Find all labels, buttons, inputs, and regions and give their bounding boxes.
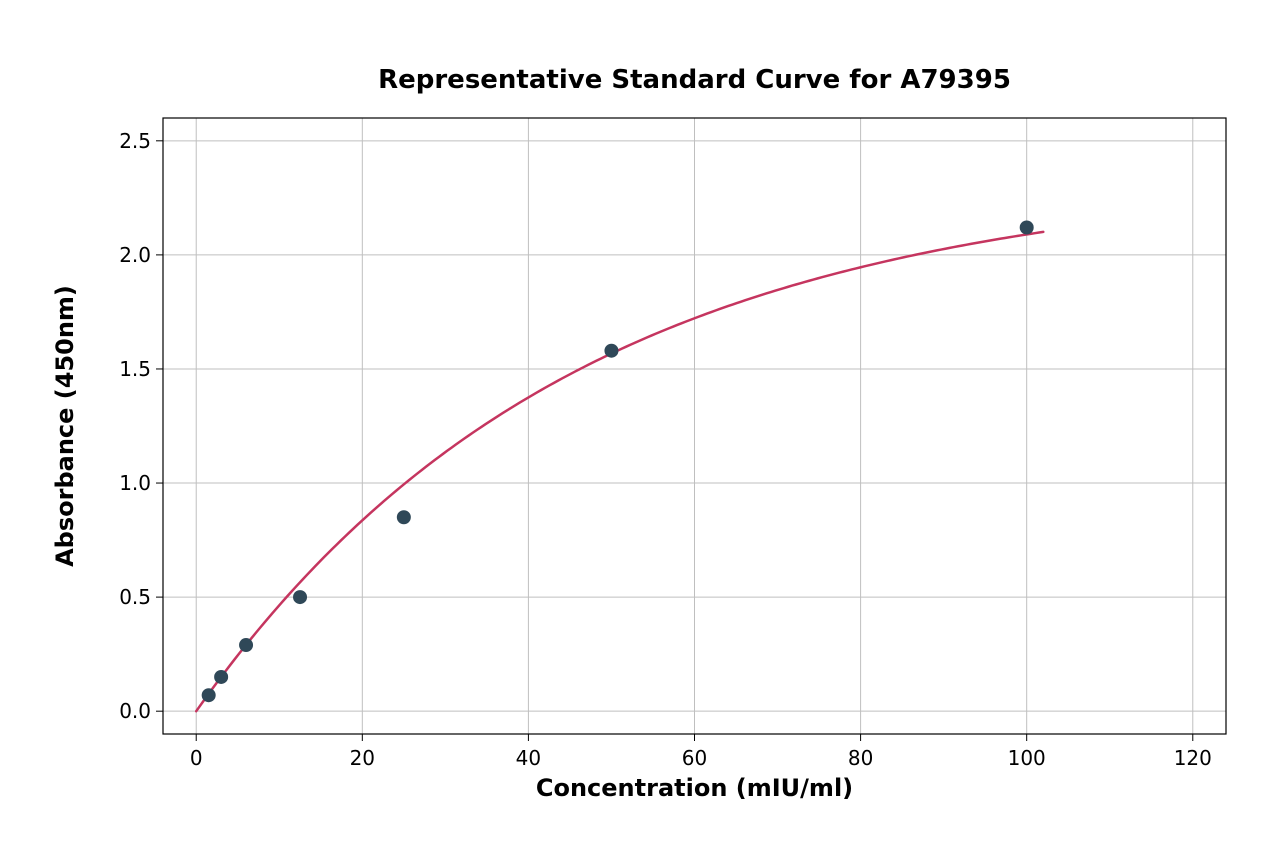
x-tick-label: 20 [350, 746, 375, 770]
data-point [214, 670, 228, 684]
data-point [1020, 221, 1034, 235]
data-point [604, 344, 618, 358]
chart-container: 0 20 40 60 80 100 120 0.0 0.5 1.0 1.5 2.0 2.5 Concent… [0, 0, 1280, 845]
y-tick-label: 1.5 [119, 357, 151, 381]
data-point [202, 688, 216, 702]
data-point [293, 590, 307, 604]
y-tick-label: 0.5 [119, 585, 151, 609]
y-tick-label: 2.5 [119, 129, 151, 153]
x-tick-label: 100 [1008, 746, 1046, 770]
chart-title: Representative Standard Curve for A79395 [378, 65, 1011, 95]
data-point [397, 510, 411, 524]
x-tick-label: 60 [682, 746, 707, 770]
x-tick-label: 80 [848, 746, 873, 770]
y-tick-label: 0.0 [119, 699, 151, 723]
x-tick-label: 40 [516, 746, 541, 770]
data-point [239, 638, 253, 652]
standard-curve-chart: 0 20 40 60 80 100 120 0.0 0.5 1.0 1.5 2.0 2.5 Concent… [0, 0, 1280, 845]
x-tick-label: 0 [190, 746, 203, 770]
y-axis-label: Absorbance (450nm) [51, 285, 79, 567]
y-tick-label: 2.0 [119, 243, 151, 267]
y-tick-label: 1.0 [119, 471, 151, 495]
x-axis-label: Concentration (mIU/ml) [536, 774, 853, 802]
x-tick-label: 120 [1174, 746, 1212, 770]
